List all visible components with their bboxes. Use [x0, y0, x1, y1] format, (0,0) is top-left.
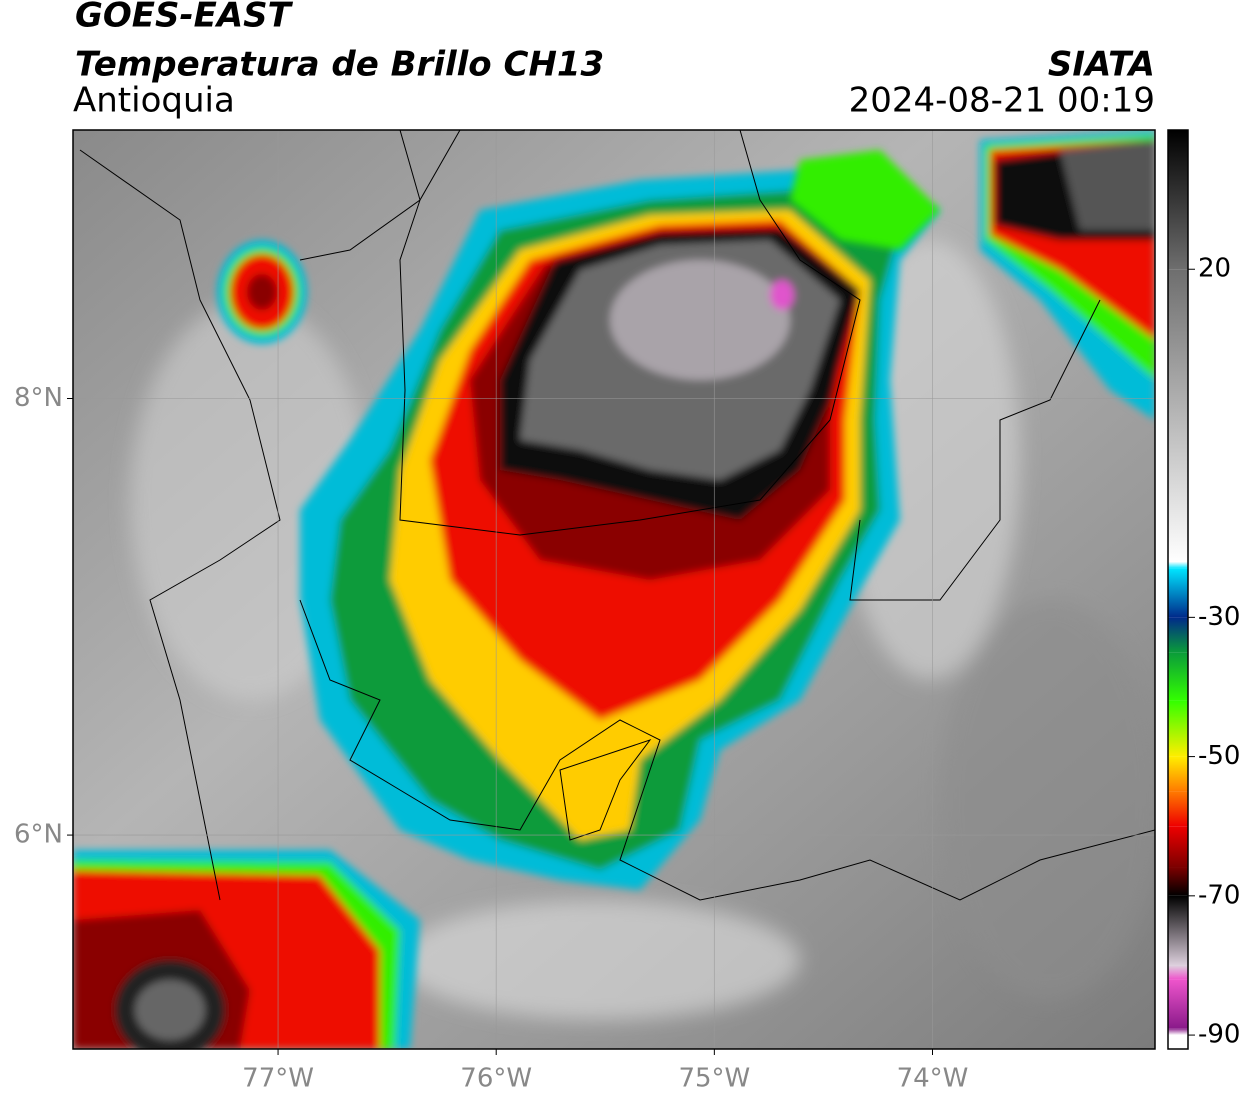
colorbar-segment: [1168, 756, 1188, 792]
colorbar-segment: [1168, 867, 1188, 896]
colorbar-tick-label: -30: [1198, 602, 1240, 632]
colorbar-segment: [1168, 1035, 1188, 1049]
colorbar-frame: [1167, 129, 1189, 1050]
colorbar-segment: [1168, 568, 1188, 618]
x-tick-label: 77°W: [242, 1064, 314, 1094]
colorbar-segment: [1168, 895, 1188, 966]
y-tick-label: 6°N: [14, 820, 63, 850]
colorbar-tick-label: -90: [1198, 1020, 1240, 1050]
title: GOES-EAST: [75, 0, 294, 36]
colorbar-segment: [1168, 617, 1188, 653]
colorbar-segment: [1168, 561, 1188, 569]
subtitle: Temperatura de Brillo CH13: [75, 45, 604, 85]
colorbar-segment: [1168, 700, 1188, 757]
region: Antioquia: [73, 81, 235, 121]
source: SIATA: [1048, 45, 1155, 85]
colorbar-tick-label: -70: [1198, 880, 1240, 910]
colorbar-segment: [1168, 965, 1188, 980]
satellite-image: [73, 130, 1155, 1049]
colorbar-tick-label: 20: [1198, 254, 1231, 284]
datetime: 2024-08-21 00:19: [849, 81, 1155, 121]
colorbar-segment: [1168, 791, 1188, 827]
map-frame: [72, 129, 1156, 1050]
x-tick-label: 76°W: [460, 1064, 532, 1094]
colorbar-tick-label: -50: [1198, 741, 1240, 771]
colorbar-segment: [1168, 1028, 1188, 1036]
colorbar-segment: [1168, 652, 1188, 701]
x-tick-label: 74°W: [897, 1064, 969, 1094]
colorbar-segment: [1168, 130, 1188, 270]
colorbar-segment: [1168, 979, 1188, 1029]
colorbar-segment: [1168, 269, 1188, 562]
x-tick-label: 75°W: [678, 1064, 750, 1094]
y-tick-label: 8°N: [14, 383, 63, 413]
colorbar-segment: [1168, 826, 1188, 868]
